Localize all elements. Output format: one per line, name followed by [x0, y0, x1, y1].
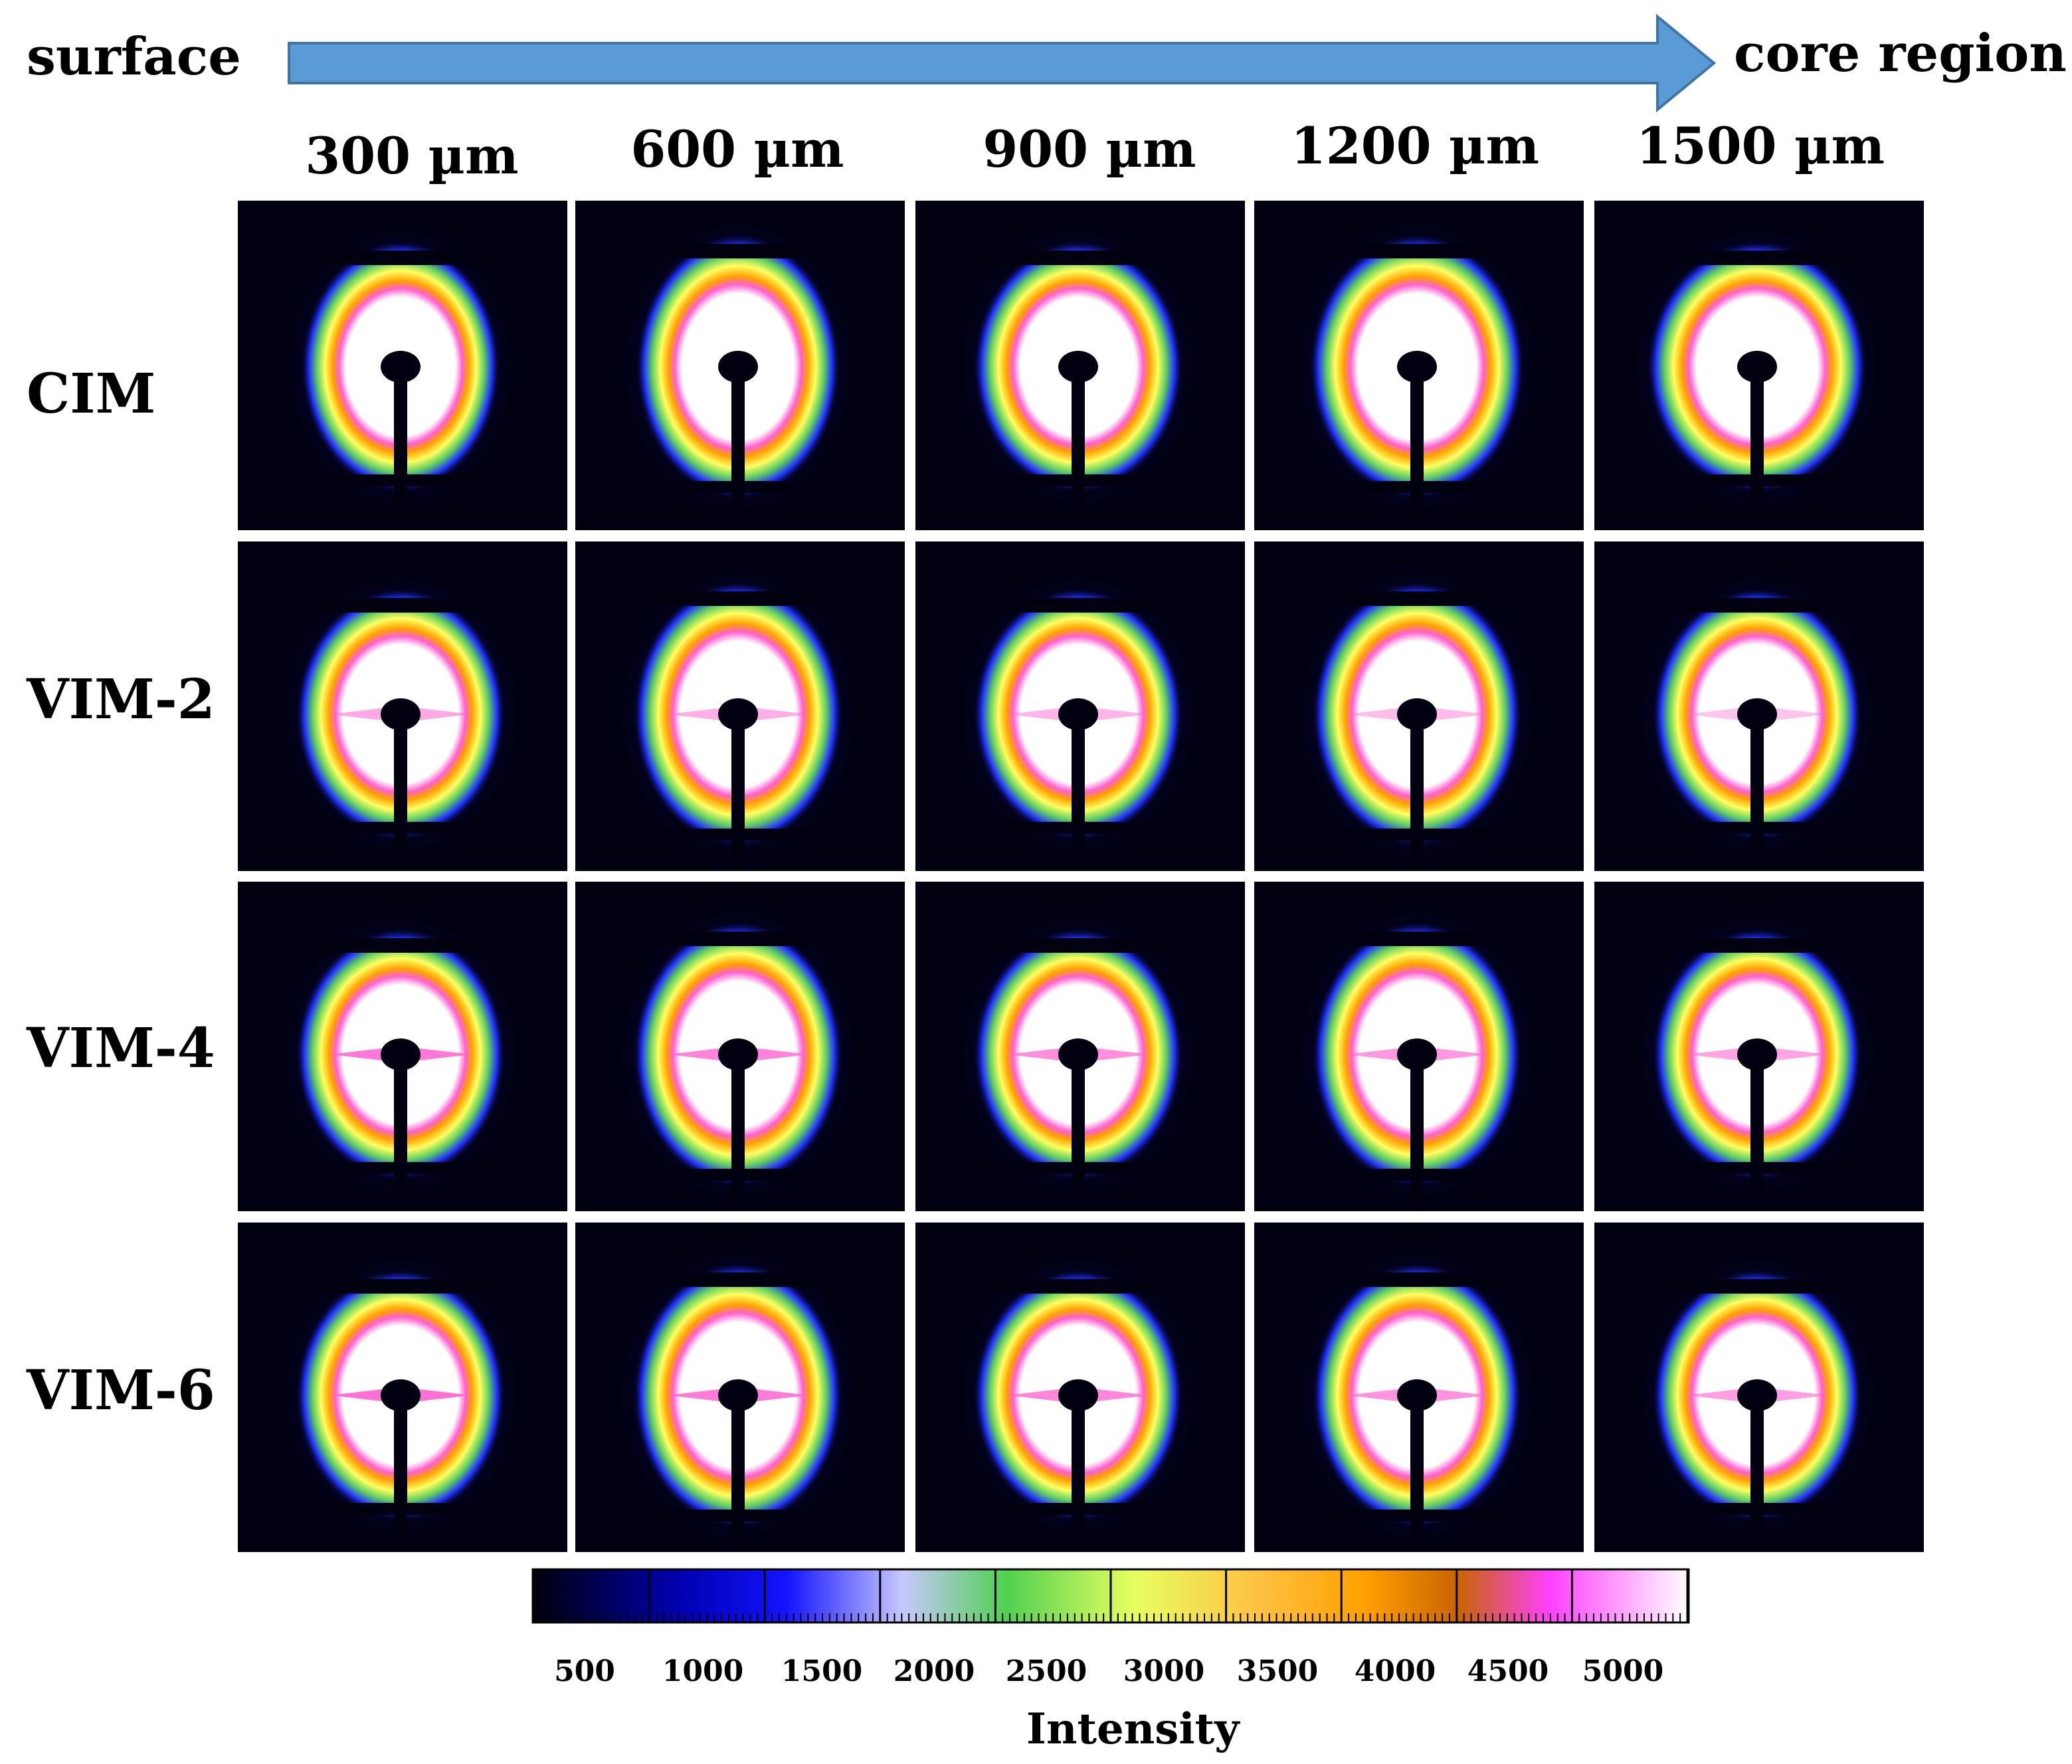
column-label-600: 600 µm: [630, 120, 844, 179]
saxs-pattern-panel: [1594, 541, 1924, 871]
saxs-pattern-panel: [238, 201, 567, 530]
intensity-colorbar: [531, 1568, 1690, 1624]
saxs-pattern-panel: [238, 1223, 567, 1552]
saxs-pattern-panel: [1254, 201, 1584, 530]
colorbar-tick-label: 1500: [781, 1654, 863, 1688]
row-label-vim-6: VIM-6: [27, 1359, 215, 1422]
saxs-pattern-panel: [1254, 882, 1584, 1211]
colorbar-tick-label: 5000: [1582, 1654, 1664, 1688]
colorbar-tick-label: 3500: [1236, 1654, 1319, 1688]
colorbar-tick-label: 1000: [662, 1654, 744, 1688]
row-label-vim-2: VIM-2: [27, 668, 215, 732]
row-label-cim: CIM: [27, 362, 156, 426]
colorbar-tick-label: 3000: [1123, 1654, 1205, 1688]
colorbar-title: Intensity: [1026, 1704, 1240, 1754]
saxs-pattern-panel: [915, 882, 1245, 1211]
saxs-pattern-panel: [915, 1223, 1245, 1552]
saxs-pattern-panel: [1594, 1223, 1924, 1552]
colorbar-tick-label: 2000: [893, 1654, 975, 1688]
saxs-pattern-panel: [1254, 1223, 1584, 1552]
direction-arrow-shape: [288, 13, 1717, 113]
saxs-pattern-panel: [575, 201, 905, 530]
core-region-label: core region: [1734, 23, 2067, 84]
surface-label: surface: [27, 27, 241, 87]
saxs-pattern-panel: [575, 882, 905, 1211]
saxs-pattern-panel: [1594, 882, 1924, 1211]
row-label-vim-4: VIM-4: [27, 1017, 215, 1080]
colorbar-tick-label: 500: [554, 1654, 615, 1688]
saxs-pattern-panel: [915, 201, 1245, 530]
saxs-pattern-panel: [1254, 541, 1584, 871]
colorbar-ticks: [533, 1569, 1689, 1622]
saxs-pattern-panel: [238, 541, 567, 871]
saxs-pattern-panel: [915, 541, 1245, 871]
colorbar-tick-label: 4500: [1467, 1654, 1549, 1688]
column-label-300: 300 µm: [305, 126, 519, 185]
column-label-900: 900 µm: [983, 120, 1196, 179]
saxs-pattern-panel: [575, 541, 905, 871]
column-label-1200: 1200 µm: [1290, 116, 1540, 175]
colorbar-tick-label: 4000: [1354, 1654, 1436, 1688]
colorbar-tick-label: 2500: [1005, 1654, 1087, 1688]
saxs-pattern-panel: [238, 882, 567, 1211]
saxs-pattern-panel: [575, 1223, 905, 1552]
direction-arrow: [288, 13, 1717, 113]
column-label-1500: 1500 µm: [1636, 116, 1885, 175]
saxs-pattern-panel: [1594, 201, 1924, 530]
